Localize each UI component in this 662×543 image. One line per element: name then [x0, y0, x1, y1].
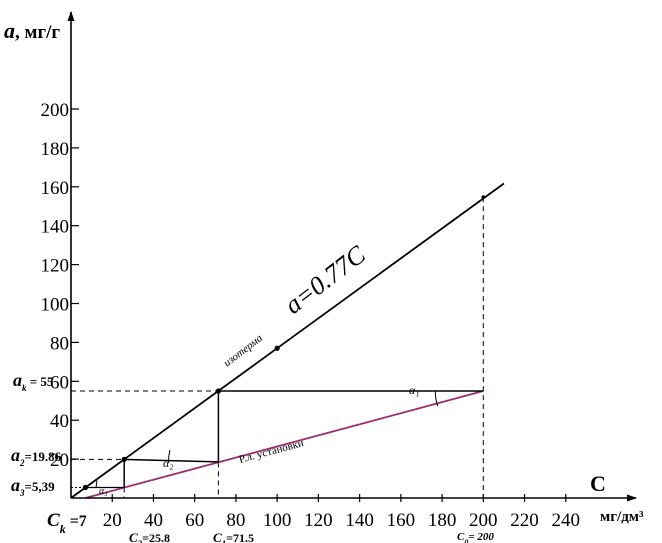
x-tick-label: 240 [552, 510, 581, 531]
working-line-label: Р.л. установки [238, 437, 305, 466]
annotation-a-2: a2=19.86 [11, 445, 62, 468]
x-tick-label: 200 [469, 510, 498, 531]
x-tick-label: 100 [263, 510, 292, 531]
x-tick-label: 140 [345, 510, 374, 531]
x-tick-label: 80 [226, 510, 245, 531]
x-tick-label: 220 [510, 510, 539, 531]
axes [67, 11, 637, 502]
angle-label-2: α₂ [163, 456, 173, 470]
isotherm-label: изотерма [222, 332, 266, 369]
x-axis-unit: мг/дм³ [600, 509, 644, 525]
annotation-a-k: ak = 55 [13, 370, 54, 393]
x-tick-label: 40 [144, 510, 163, 531]
angle-arc-3 [95, 480, 98, 488]
point-step-2 [121, 456, 127, 462]
annotation-a-3: a3=5,39 [11, 475, 55, 498]
angle-label-3: α₃ [99, 486, 108, 497]
annotation-c-1: C1=71.5 [213, 530, 254, 543]
isotherm-equation: a=0.77C [279, 240, 371, 320]
y-tick-label: 120 [41, 256, 70, 277]
annotation-c-0: C0= 200 [457, 531, 494, 543]
tick-marks [71, 108, 567, 502]
data-lines [70, 182, 505, 499]
point-isotherm [274, 345, 280, 351]
labels: 20 40 60 80 100 120 140 160 180 200 220 240 20 40 60 80… [4, 18, 644, 543]
annotation-c-2: C2=25.8 [129, 530, 170, 543]
point-c-0 [481, 195, 486, 199]
y-tick-label: 80 [50, 333, 69, 354]
y-tick-label: 160 [41, 178, 70, 199]
isotherm-line [70, 182, 505, 499]
angle-arc-2 [167, 449, 171, 463]
y-tick-label: 200 [41, 100, 70, 121]
x-axis-symbol: C [590, 471, 606, 496]
annotation-c-k: Ck =7 [47, 510, 87, 536]
working-line [85, 390, 484, 499]
x-tick-label: 160 [387, 510, 416, 531]
y-tick-label: 60 [50, 372, 69, 393]
x-tick-label: 20 [103, 510, 122, 531]
x-tick-label: 60 [185, 510, 204, 531]
x-tick-label: 120 [304, 510, 333, 531]
x-tick-label: 180 [428, 510, 457, 531]
y-tick-label: 40 [50, 411, 69, 432]
y-tick-label: 140 [41, 217, 70, 238]
y-tick-label: 180 [41, 139, 70, 160]
angle-label-1: α₁ [409, 383, 419, 397]
angle-arc-1 [434, 391, 439, 407]
y-tick-label: 20 [50, 450, 69, 471]
point-step-1 [215, 388, 221, 394]
point-step-3 [82, 484, 89, 491]
y-axis-title: a, мг/г [4, 18, 60, 43]
y-tick-label: 100 [41, 295, 70, 316]
step-2-horizontal [124, 458, 219, 463]
